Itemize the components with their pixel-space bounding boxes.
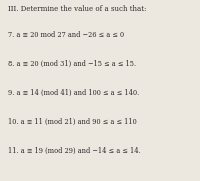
Text: 9. a ≡ 14 (mod 41) and 100 ≤ a ≤ 140.: 9. a ≡ 14 (mod 41) and 100 ≤ a ≤ 140. <box>8 89 139 97</box>
Text: III. Determine the value of a such that:: III. Determine the value of a such that: <box>8 5 146 13</box>
Text: 7. a ≡ 20 mod 27 and −26 ≤ a ≤ 0: 7. a ≡ 20 mod 27 and −26 ≤ a ≤ 0 <box>8 31 124 39</box>
Text: 8. a ≡ 20 (mod 31) and −15 ≤ a ≤ 15.: 8. a ≡ 20 (mod 31) and −15 ≤ a ≤ 15. <box>8 60 136 68</box>
Text: 11. a ≡ 19 (mod 29) and −14 ≤ a ≤ 14.: 11. a ≡ 19 (mod 29) and −14 ≤ a ≤ 14. <box>8 147 141 155</box>
Text: 10. a ≡ 11 (mod 21) and 90 ≤ a ≤ 110: 10. a ≡ 11 (mod 21) and 90 ≤ a ≤ 110 <box>8 118 137 126</box>
